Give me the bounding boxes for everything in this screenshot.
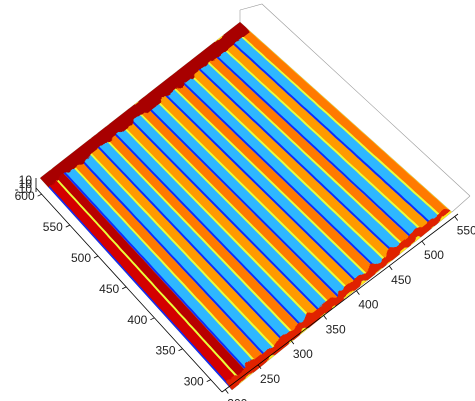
ridge-crest <box>98 131 298 339</box>
axes: 300 350 400 450 500 550 600 200 250 300 350 400 450… <box>15 173 475 401</box>
y-tick-mark <box>421 240 426 246</box>
ridge-peak <box>116 113 324 323</box>
y-tick-label: 400 <box>358 298 378 312</box>
x-tick-label: 500 <box>71 251 91 265</box>
y-tick-label: 300 <box>293 347 313 361</box>
x-tick-label: 300 <box>184 375 204 389</box>
y-tick-label: 450 <box>391 273 411 287</box>
x-tick-mark <box>178 348 183 352</box>
ridge-peak <box>216 35 434 234</box>
ridge-valley <box>140 93 352 301</box>
ridge-crest <box>181 66 390 264</box>
ridge-valley <box>207 41 425 242</box>
ridge-peak <box>66 152 269 367</box>
ridge-crest <box>65 157 262 368</box>
ridge-valley <box>157 80 370 286</box>
x-tick-label: 550 <box>43 220 63 234</box>
ridge-trough <box>156 85 362 287</box>
ridge-trough <box>206 46 417 243</box>
ridge-valley <box>223 28 443 227</box>
y-tick-mark <box>454 216 459 221</box>
ridge-valley <box>73 145 278 360</box>
ridge-trough <box>56 163 252 376</box>
ridge-valley <box>57 158 260 375</box>
ridge-valley <box>173 67 388 271</box>
ridge-trough <box>173 72 380 272</box>
ridge-crest <box>215 40 427 235</box>
ridge-valley <box>190 54 407 257</box>
y-tick-label: 500 <box>424 248 444 262</box>
y-tick-label: 550 <box>457 223 475 237</box>
y-tick-mark <box>323 315 327 320</box>
y-tick-label: 200 <box>227 397 247 401</box>
ridge-trough <box>89 137 289 346</box>
y-tick-label: 250 <box>260 372 280 386</box>
surface-edge-high <box>40 22 250 188</box>
ridge-peak <box>166 74 379 278</box>
ridge-crest <box>81 144 280 353</box>
ridge-crest <box>148 92 353 294</box>
ridge-crest <box>165 79 372 279</box>
z-tick-label: 10 <box>19 177 33 191</box>
ridge-trough <box>73 150 270 361</box>
z-tick-label: 10 <box>19 173 33 187</box>
ridge-trough <box>223 33 435 228</box>
x-tick-mark <box>122 286 127 290</box>
bottom-axis <box>221 213 459 393</box>
ridge-valley <box>107 119 315 331</box>
ridge-crest <box>48 170 243 383</box>
ridge-crest <box>115 118 317 324</box>
ridge-crest <box>198 53 408 250</box>
x-tick-mark <box>206 379 211 382</box>
ridge-crest <box>131 105 335 309</box>
x-tick-label: 350 <box>156 344 176 358</box>
x-tick-mark <box>150 317 155 321</box>
z-tick-label: -10 <box>15 182 33 196</box>
ridge-trough <box>139 98 344 302</box>
plot-box <box>239 3 471 213</box>
ridge-trough <box>189 59 399 257</box>
ridge-trough <box>106 124 307 331</box>
ridge-peak <box>99 126 305 338</box>
ridge-peak <box>132 100 342 308</box>
ridge-peak <box>49 165 250 382</box>
ridge-trough <box>40 177 234 390</box>
y-tick-mark <box>224 389 229 394</box>
left-axis <box>35 187 223 393</box>
y-tick-label: 350 <box>326 322 346 336</box>
ridge-valley <box>40 171 242 390</box>
y-tick-mark <box>388 265 393 271</box>
ridge-valley <box>123 106 333 316</box>
ridge-peak <box>149 87 360 293</box>
surface-edge-right <box>226 208 452 390</box>
ridge-valley <box>90 132 297 346</box>
x-tick-mark <box>37 193 42 197</box>
ridge-peak <box>182 61 397 263</box>
ridge-peak <box>82 139 287 352</box>
y-tick-mark <box>290 339 295 345</box>
x-tick-label: 450 <box>99 282 119 296</box>
y-tick-mark <box>356 290 360 295</box>
ridge-crest <box>231 27 445 220</box>
ridge-peak <box>199 48 415 249</box>
surface-outline <box>39 21 453 391</box>
surface <box>40 22 452 390</box>
ridge-peak <box>232 22 452 219</box>
ridge-trough <box>123 111 325 317</box>
y-tick-mark <box>257 364 262 370</box>
x-tick-mark <box>65 224 70 228</box>
x-tick-mark <box>93 255 99 259</box>
x-tick-label: 600 <box>15 189 35 203</box>
x-tick-label: 400 <box>127 313 147 327</box>
